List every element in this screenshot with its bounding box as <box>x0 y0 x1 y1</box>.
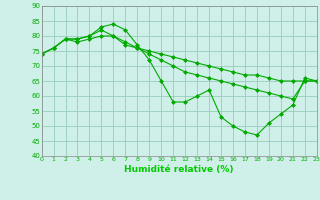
X-axis label: Humidité relative (%): Humidité relative (%) <box>124 165 234 174</box>
